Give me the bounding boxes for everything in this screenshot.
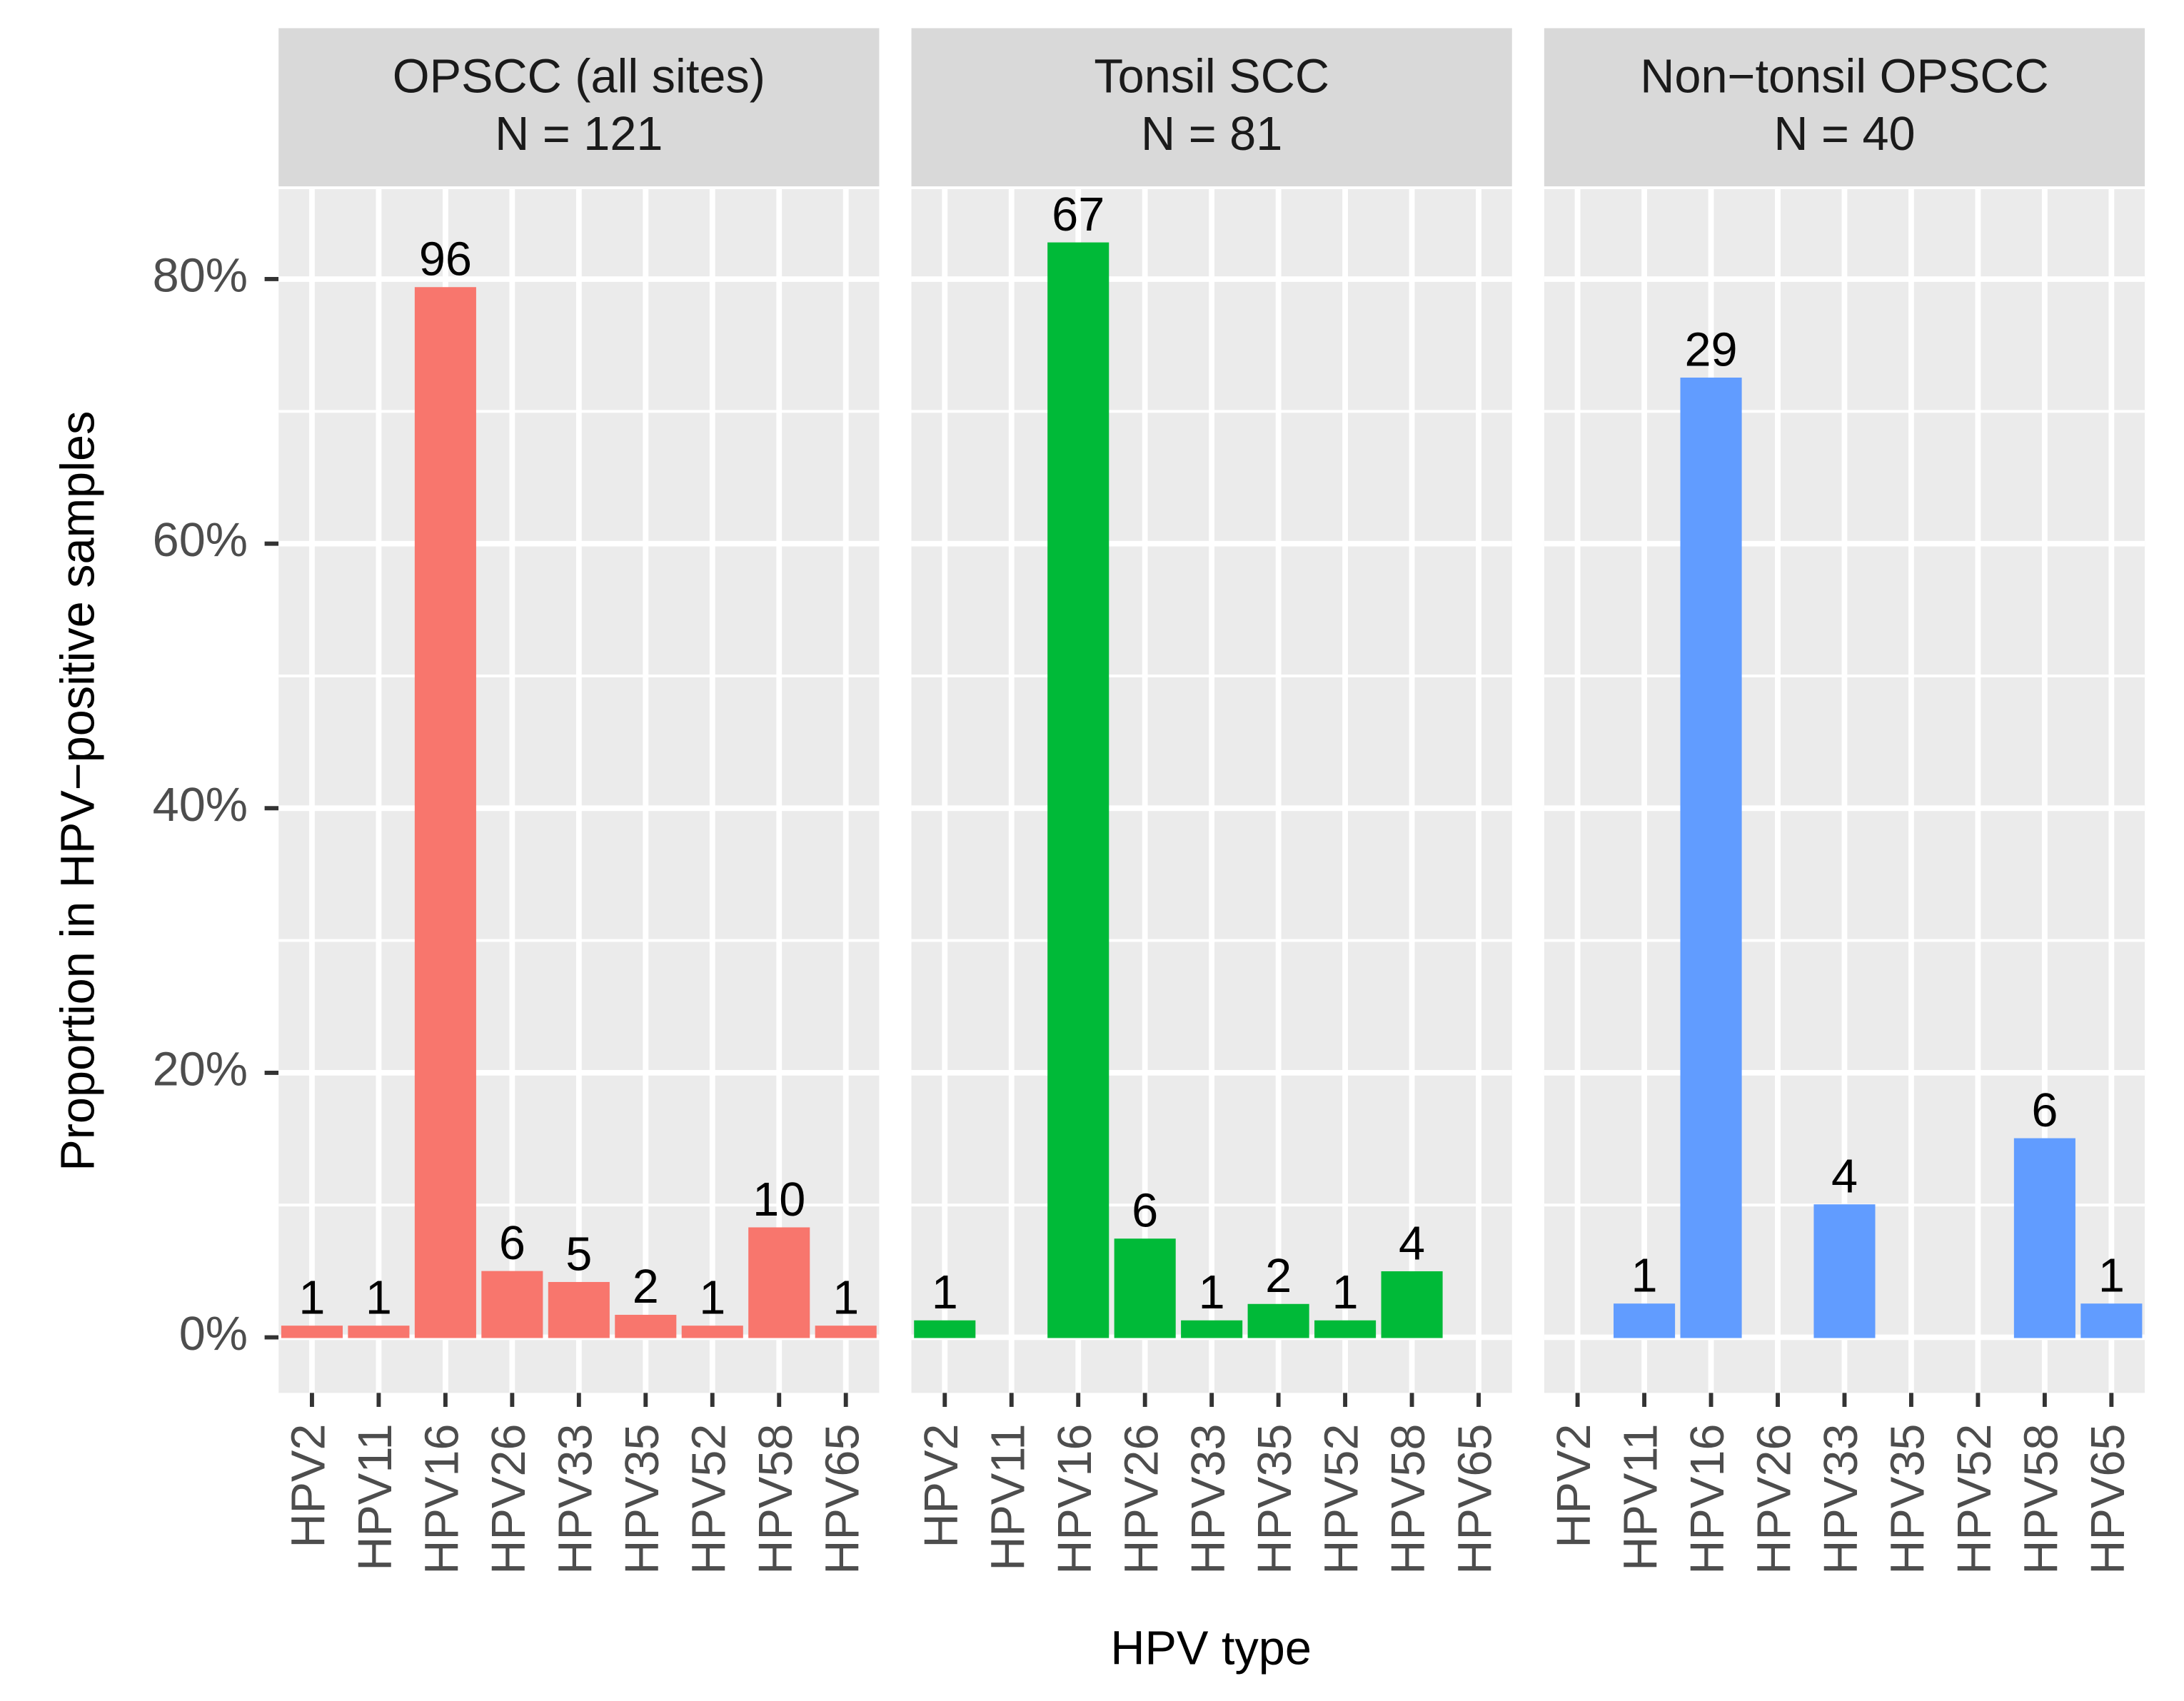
x-tick-label: HPV58 [750, 1423, 802, 1574]
bar [2013, 1138, 2075, 1338]
data-label: 6 [2031, 1084, 2058, 1137]
data-label: 2 [633, 1261, 659, 1313]
bar [1114, 1238, 1176, 1338]
x-tick-label: HPV16 [1049, 1423, 1102, 1574]
data-label: 1 [699, 1271, 725, 1324]
bar [815, 1326, 877, 1338]
y-tick-label: 40% [153, 779, 248, 832]
data-label: 1 [1631, 1249, 1658, 1302]
bar [1181, 1320, 1243, 1338]
strip-background [1544, 28, 2145, 187]
data-label: 1 [1332, 1266, 1359, 1319]
x-tick-label: HPV2 [283, 1423, 336, 1548]
x-tick-label: HPV33 [1182, 1423, 1235, 1574]
x-tick-label: HPV52 [1316, 1423, 1369, 1574]
data-label: 1 [2098, 1249, 2125, 1302]
data-label: 96 [419, 233, 472, 286]
y-tick-label: 80% [153, 250, 248, 303]
data-label: 1 [1199, 1266, 1225, 1319]
x-tick-label: HPV52 [1948, 1423, 2001, 1574]
x-tick-label: HPV52 [683, 1423, 735, 1574]
x-tick-label: HPV26 [483, 1423, 535, 1574]
strip-title: Tonsil SCC [1094, 51, 1329, 104]
data-label: 6 [499, 1217, 525, 1270]
strip-subtitle: N = 121 [495, 108, 663, 161]
strip-subtitle: N = 40 [1773, 108, 1915, 161]
x-tick-label: HPV26 [1748, 1423, 1801, 1574]
strip-title: Non−tonsil OPSCC [1640, 51, 2048, 104]
x-tick-label: HPV16 [416, 1423, 469, 1574]
x-tick-label: HPV11 [982, 1423, 1035, 1570]
bar [348, 1326, 410, 1338]
data-label: 2 [1265, 1250, 1292, 1303]
data-label: 4 [1399, 1217, 1425, 1270]
bar [281, 1326, 343, 1338]
x-tick-label: HPV2 [915, 1423, 968, 1548]
x-tick-label: HPV33 [549, 1423, 602, 1574]
bar [548, 1281, 610, 1338]
data-label: 4 [1831, 1151, 1858, 1203]
x-tick-label: HPV35 [1249, 1423, 1302, 1574]
bar [1614, 1303, 1676, 1338]
data-label: 1 [366, 1271, 392, 1324]
bar [681, 1326, 743, 1338]
data-label: 5 [565, 1228, 592, 1281]
data-label: 6 [1132, 1185, 1158, 1238]
x-tick-label: HPV11 [349, 1423, 402, 1570]
bar [1813, 1204, 1876, 1338]
data-label: 29 [1684, 323, 1737, 376]
strip-background [911, 28, 1512, 187]
bar [1247, 1303, 1309, 1338]
data-label: 1 [298, 1271, 325, 1324]
bar [1047, 242, 1109, 1338]
y-tick-label: 60% [153, 514, 248, 567]
bar [414, 287, 476, 1338]
strip-title: OPSCC (all sites) [393, 51, 765, 104]
y-axis-label: Proportion in HPV−positive samples [51, 411, 104, 1171]
x-tick-label: HPV33 [1815, 1423, 1868, 1574]
data-label: 67 [1052, 188, 1104, 241]
x-tick-label: HPV65 [2082, 1423, 2135, 1574]
x-tick-label: HPV58 [1382, 1423, 1435, 1574]
x-tick-label: HPV11 [1615, 1423, 1668, 1570]
x-tick-label: HPV16 [1681, 1423, 1734, 1574]
bar [2080, 1303, 2143, 1338]
bar [1381, 1271, 1443, 1338]
x-axis-label: HPV type [1110, 1622, 1312, 1675]
bar [1314, 1320, 1377, 1338]
x-tick-label: HPV58 [2016, 1423, 2068, 1574]
bar [1680, 377, 1742, 1338]
data-label: 1 [932, 1266, 958, 1319]
bar [748, 1227, 810, 1338]
data-label: 1 [832, 1271, 859, 1324]
strip-subtitle: N = 81 [1141, 108, 1282, 161]
bar [481, 1271, 543, 1338]
data-label: 10 [753, 1173, 805, 1226]
x-tick-label: HPV65 [1449, 1423, 1502, 1574]
x-tick-label: HPV26 [1115, 1423, 1168, 1574]
x-tick-label: HPV35 [1882, 1423, 1935, 1574]
strip-background [278, 28, 880, 187]
bar [914, 1320, 976, 1338]
x-tick-label: HPV65 [816, 1423, 869, 1574]
x-tick-label: HPV35 [616, 1423, 669, 1574]
y-tick-label: 0% [179, 1308, 248, 1361]
x-tick-label: HPV2 [1548, 1423, 1601, 1548]
bar [615, 1314, 677, 1338]
y-tick-label: 20% [153, 1043, 248, 1096]
